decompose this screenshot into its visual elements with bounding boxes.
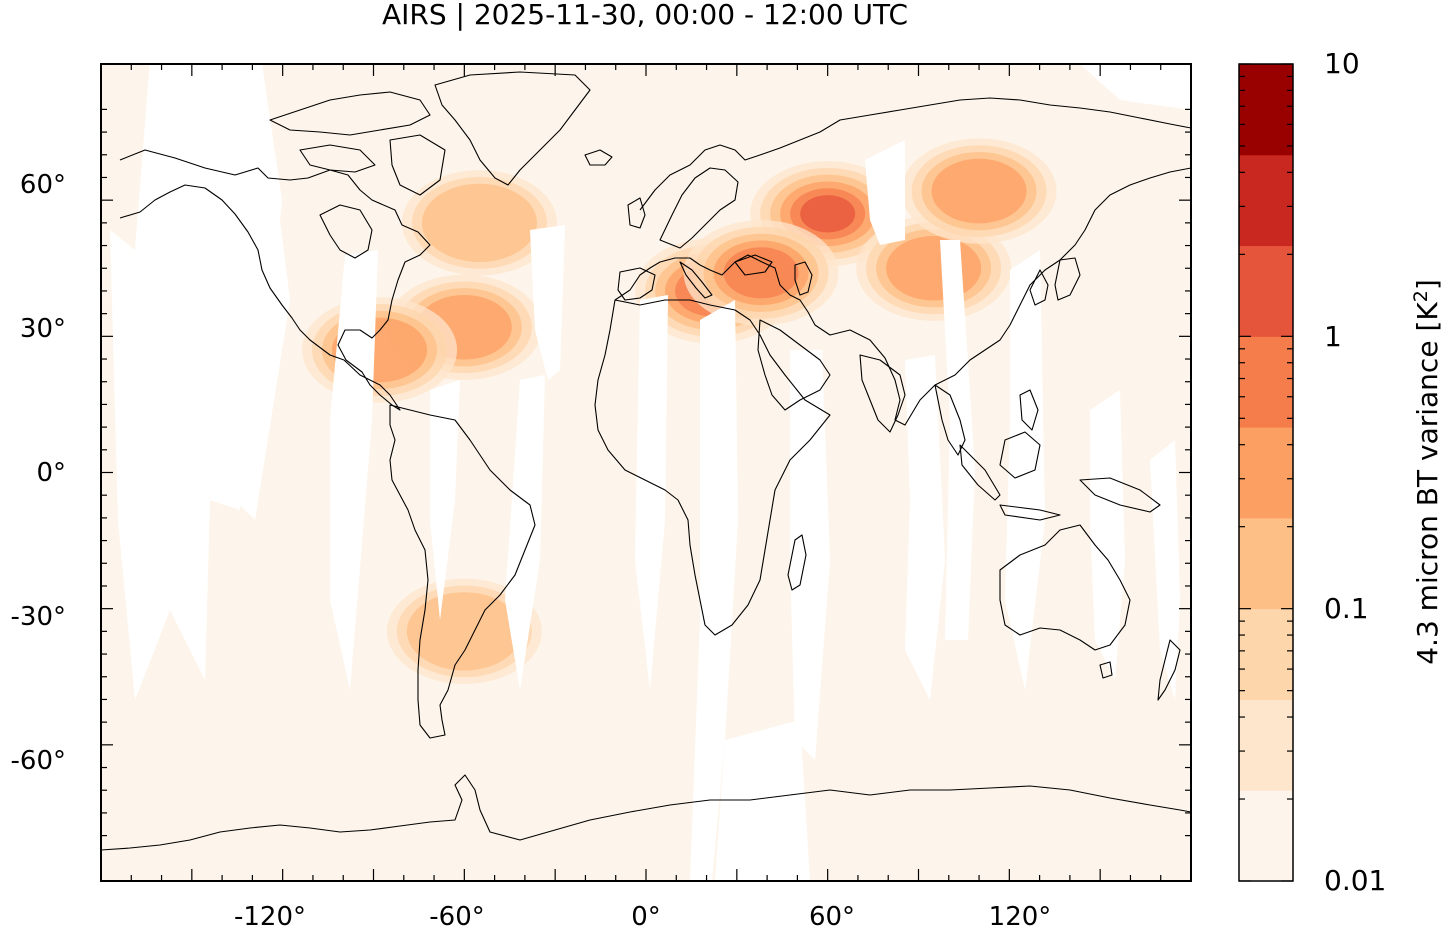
swath-gap (505, 375, 545, 690)
colorbar-tick-label: 0.1 (1324, 592, 1369, 625)
coast-india (859, 354, 906, 433)
coast-australia (999, 524, 1131, 651)
colorbar-tick-label: 10 (1324, 47, 1360, 80)
colorbar-label-superscript: 2 (1410, 290, 1432, 302)
coast-iceland (584, 149, 613, 166)
x-tick-label: 60° (809, 902, 855, 930)
swath-gap (110, 230, 170, 700)
colorbar-band (1239, 336, 1293, 428)
coast-borneo (999, 431, 1041, 479)
swath-gap (1005, 250, 1045, 690)
swath-gap (715, 720, 810, 881)
colorbar-ticks (1239, 63, 1293, 882)
swath-gap (790, 350, 830, 760)
swath-gap (1080, 64, 1191, 110)
coast-greenland (434, 71, 591, 186)
swath-gap (940, 240, 975, 640)
coast-tasmania (1099, 661, 1113, 679)
swath-gap (430, 380, 460, 620)
y-tick-label: -60° (11, 746, 66, 776)
swath-gap (530, 225, 565, 380)
y-tick-label: 60° (20, 170, 66, 200)
coast-philippines (1019, 389, 1039, 431)
coast-italy (679, 261, 713, 299)
coast-south-america (389, 404, 536, 739)
coast-madagascar (787, 534, 807, 591)
coast-arctic-islands (269, 91, 431, 136)
coast-java (999, 504, 1061, 521)
colorbar-bands (1239, 64, 1293, 882)
colorbar-band (1239, 517, 1293, 610)
coast-hudson-bay (319, 204, 373, 259)
map-area (101, 64, 1191, 881)
swath-gap (690, 300, 738, 881)
swath-gap (1090, 390, 1125, 680)
swath-gap (135, 64, 210, 680)
colorbar-label-end: ] (1411, 279, 1442, 290)
swath-gap (905, 355, 945, 700)
coast-arctic-islands-2 (299, 144, 376, 173)
colorbar-band (1239, 64, 1293, 156)
colorbar-band (1239, 427, 1293, 519)
swath-gap (635, 295, 668, 690)
colorbar-frame (1238, 63, 1294, 882)
coast-scandinavia (659, 167, 739, 249)
colorbar-band (1239, 790, 1293, 882)
coast-sumatra (959, 444, 1001, 501)
colorbar-tick-label: 0.01 (1324, 864, 1386, 897)
coast-north-america (119, 149, 431, 411)
coast-new-guinea (1079, 477, 1161, 513)
swath-gap (330, 250, 378, 690)
y-tick-label: 30° (20, 314, 66, 344)
coast-antarctica (101, 774, 1191, 851)
y-tick-label: 0° (36, 458, 66, 488)
y-tick-label: -30° (11, 602, 66, 632)
axis-tick-labels: -120° -60° 0° 60° 120° 60° 30° 0° -30° -… (11, 170, 1052, 930)
coast-korea-japan (1029, 257, 1081, 306)
axis-ticks (101, 64, 1191, 881)
coast-new-zealand (1157, 639, 1181, 701)
variance-hotspot (750, 161, 906, 267)
x-tick-label: 120° (989, 902, 1052, 930)
colorbar-tick-label: 1 (1324, 320, 1342, 353)
coast-iberia (617, 267, 656, 301)
x-tick-label: -60° (429, 902, 484, 930)
swath-gaps (110, 64, 1191, 881)
colorbar-label: 4.3 micron BT variance [K2] (1410, 279, 1442, 665)
colorbar-band (1239, 154, 1293, 247)
colorbar-band (1239, 699, 1293, 791)
x-tick-label: 0° (631, 902, 661, 930)
swath-gap (865, 140, 905, 245)
map-title: AIRS | 2025-11-30, 00:00 - 12:00 UTC (381, 0, 909, 31)
coast-baffin (389, 134, 446, 196)
coast-black-sea (734, 254, 773, 276)
variance-hotspot (302, 297, 458, 403)
colorbar-band (1239, 608, 1293, 700)
coastlines (101, 71, 1191, 851)
variance-hotspot (401, 170, 557, 276)
variance-hotspot (386, 578, 542, 685)
swath-gap (1150, 440, 1180, 700)
colorbar-band (1239, 245, 1293, 337)
coast-eurasia-north (639, 97, 1191, 211)
colorbar-label-main: 4.3 micron BT variance [K (1411, 302, 1442, 665)
coast-uk (627, 197, 646, 229)
coast-africa (594, 299, 831, 636)
colorbar: 10 1 0.1 0.01 4.3 micron BT variance [K2… (1238, 47, 1442, 897)
coast-arabia (757, 319, 831, 411)
x-tick-label: -120° (234, 902, 306, 930)
swath-gap (200, 140, 290, 520)
coast-eurasia (614, 167, 1191, 426)
coast-se-asia (934, 384, 966, 456)
variance-hotspot (901, 138, 1057, 244)
coast-caspian (794, 261, 813, 296)
